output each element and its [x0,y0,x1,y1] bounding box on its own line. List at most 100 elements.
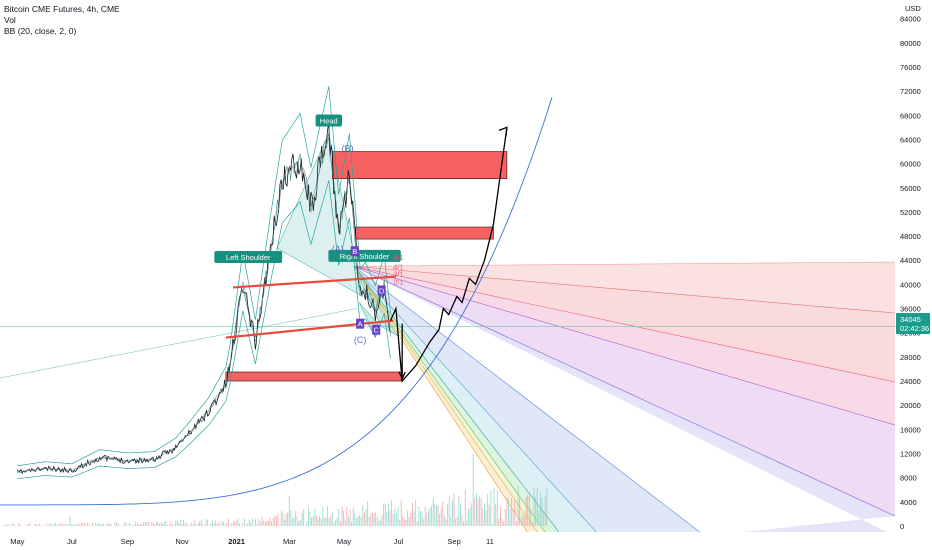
volume-bar [341,506,343,526]
volume-bar [320,519,322,526]
volume-bar [304,524,306,526]
volume-bar [231,523,233,526]
volume-bar [421,511,423,526]
volume-bar [221,521,223,526]
volume-bar [256,524,258,526]
volume-bar [119,525,121,526]
volume-bar [546,488,548,526]
volume-bar [319,515,321,526]
volume-bar [248,519,250,526]
volume-bar [215,520,217,526]
volume-bar [79,524,81,526]
volume-bar [495,504,497,526]
volume-bar [474,497,476,526]
volume-bar [360,517,362,526]
fan-ray [353,266,538,532]
volume-bar [340,521,341,526]
volume-bar [333,522,335,526]
volume-bar [220,524,221,526]
volume-bar [255,518,257,526]
volume-bar [157,521,159,526]
fan-ray [353,265,895,383]
volume-bar [540,493,541,526]
volume-bar [204,524,205,526]
volume-bar [68,524,69,526]
volume-bar [525,497,527,526]
volume-bar [74,524,76,526]
volume-bar [87,522,89,526]
y-tick-label: 36000 [900,305,921,314]
volume-bar [109,523,111,526]
volume-bar [29,523,31,526]
volume-bar [242,522,244,526]
y-tick-label: 68000 [900,111,921,120]
volume-bar [202,524,204,526]
volume-bar [167,524,169,526]
volume-bar [335,520,337,526]
fan-ray [353,266,546,532]
volume-bar [365,509,367,526]
volume-bar [64,523,66,526]
neckline-lower [225,319,394,339]
volume-bar [132,525,133,526]
volume-bar [36,524,37,526]
volume-indicator-label[interactable]: Vol [4,15,16,25]
symbol-title[interactable]: Bitcoin CME Futures, 4h, CME [4,4,120,14]
point-label: A [356,318,365,329]
volume-bar [69,515,71,526]
fan-ratio-label: 8/1 [393,253,403,262]
y-tick-label: 84000 [900,15,921,24]
volume-bar [84,522,85,526]
volume-bar [370,513,372,526]
volume-bar [191,523,193,526]
volume-bar [325,517,327,526]
volume-bar [413,511,415,526]
volume-bar [66,525,68,526]
volume-bar [159,523,161,526]
volume-bar [224,524,226,526]
volume-bar [471,503,473,526]
projection-down-arrow [398,323,406,381]
volume-bar [372,512,373,526]
volume-bar [146,522,148,526]
bollinger-indicator-label[interactable]: BB (20, close, 2, 0) [4,26,77,36]
volume-bar [524,515,525,526]
volume-bar [216,523,218,526]
volume-bar [151,522,153,526]
price-zone [332,151,508,180]
volume-bar [13,523,15,526]
volume-bar [252,518,253,526]
volume-bar [98,523,100,526]
volume-bar [8,524,10,526]
fan-sector [353,266,895,532]
volume-bar [189,524,191,526]
volume-bar [60,524,61,526]
volume-bar [439,513,441,526]
volume-bar [527,495,529,526]
pattern-label: Left Shoulder [214,251,283,264]
point-label-text: B [352,247,357,256]
pattern-label: Head [315,114,342,127]
volume-bar [480,498,482,526]
volume-bar [405,519,407,526]
volume-bar [111,524,113,526]
volume-bar [300,519,301,526]
y-tick-label: 16000 [900,425,921,434]
volume-bar [197,522,199,526]
fan-ray [353,266,560,532]
volume-bar [469,507,471,526]
volume-bar [280,510,282,526]
volume-bar [218,521,220,526]
volume-bar [485,510,487,526]
volume-bar [516,520,517,526]
volume-bar [136,522,138,526]
volume-bar [290,510,292,526]
x-tick-label: May [337,537,351,546]
bb-upper [17,86,391,467]
volume-bar [468,509,469,526]
volume-bar [464,489,466,526]
volume-bar [344,519,346,526]
volume-bar [58,523,60,526]
volume-bar [120,525,122,526]
